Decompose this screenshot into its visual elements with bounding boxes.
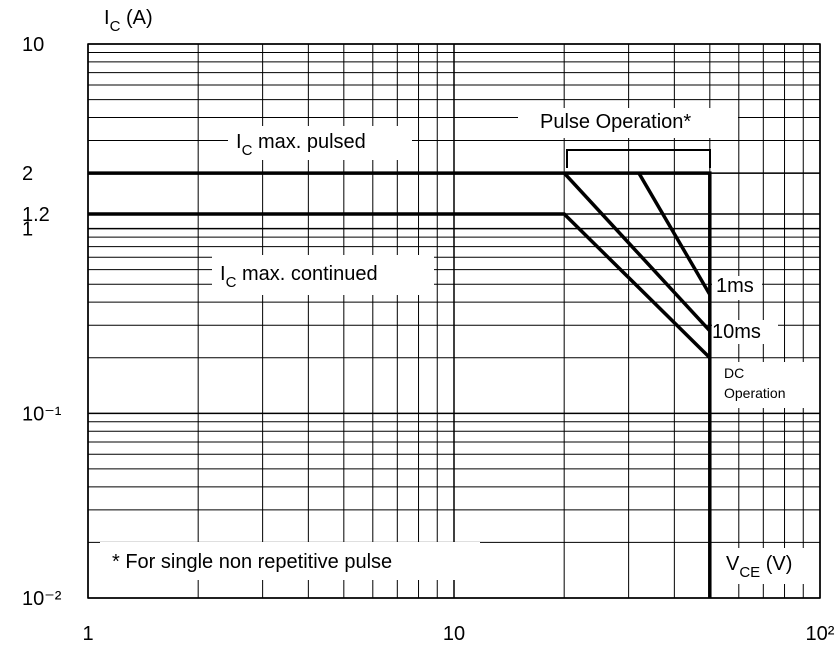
annotation-text: 1ms xyxy=(716,275,754,297)
annotation: Pulse Operation* xyxy=(540,111,691,133)
annotation: DC xyxy=(724,365,744,381)
x-tick-label: 10² xyxy=(806,623,835,645)
series-line xyxy=(562,171,712,332)
label-background xyxy=(518,108,738,138)
annotation: 1ms xyxy=(716,275,754,297)
annotation-text: I xyxy=(104,7,110,29)
annotation-subscript: C xyxy=(226,274,237,291)
annotation: IC max. continued xyxy=(220,263,378,291)
annotation-text: V xyxy=(726,553,740,575)
series-line xyxy=(637,172,712,296)
annotation-subscript: C xyxy=(242,142,253,159)
label-background xyxy=(712,320,778,344)
annotation-text: (A) xyxy=(120,7,152,29)
annotation-subscript: CE xyxy=(739,564,760,581)
annotation-text: 10ms xyxy=(712,321,761,343)
annotation: * For single non repetitive pulse xyxy=(112,551,392,573)
y-tick-label: 10⁻¹ xyxy=(22,403,62,425)
pulse-bracket xyxy=(566,149,711,168)
annotation-text: DC xyxy=(724,365,744,381)
annotation-text: Operation xyxy=(724,385,785,401)
y-tick-label: 1 xyxy=(22,219,33,241)
y-tick-label: 1.2 xyxy=(22,204,50,226)
annotation-text: I xyxy=(236,131,242,153)
annotation-text: max. continued xyxy=(236,263,377,285)
annotation-text: (V) xyxy=(760,553,792,575)
x-tick-label: 1 xyxy=(82,623,93,645)
y-tick-label: 10 xyxy=(22,34,44,56)
annotation-text: max. pulsed xyxy=(252,131,365,153)
label-background xyxy=(716,362,812,408)
label-background xyxy=(712,276,762,300)
label-background xyxy=(228,126,412,160)
annotation-text: Pulse Operation* xyxy=(540,111,691,133)
series-line xyxy=(88,171,712,598)
annotation: 10ms xyxy=(712,321,761,343)
y-tick-label: 10⁻² xyxy=(22,588,62,610)
label-background xyxy=(100,542,480,580)
label-background xyxy=(716,548,814,584)
annotation: Operation xyxy=(724,385,785,401)
x-tick-label: 10 xyxy=(443,623,465,645)
annotation-text: * For single non repetitive pulse xyxy=(112,551,392,573)
annotation-text: I xyxy=(220,263,226,285)
annotation: IC (A) xyxy=(104,7,153,35)
series-line xyxy=(88,212,712,359)
lines xyxy=(88,171,712,598)
annotation-subscript: C xyxy=(110,18,121,35)
label-background xyxy=(212,255,434,295)
annotation: IC max. pulsed xyxy=(236,131,366,159)
y-tick-label: 2 xyxy=(22,163,33,185)
annotation: VCE (V) xyxy=(726,553,792,581)
